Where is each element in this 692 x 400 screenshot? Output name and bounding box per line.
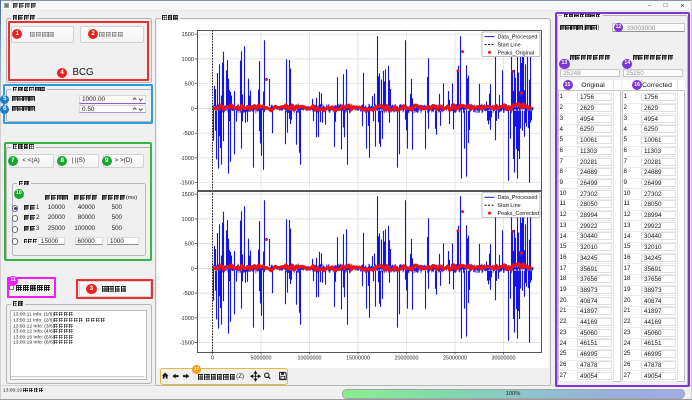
svg-text:-1500: -1500 [180,181,194,187]
svg-text:1000: 1000 [182,217,194,223]
svg-text:-500: -500 [183,131,194,137]
svg-text:1500: 1500 [182,192,194,198]
svg-text:0: 0 [211,356,214,362]
svg-text:Start Line: Start Line [498,42,521,48]
svg-text:10000000: 10000000 [298,356,322,362]
svg-text:25000000: 25000000 [443,356,467,362]
svg-text:0: 0 [191,266,194,272]
svg-text:5000000: 5000000 [251,356,272,362]
svg-text:-1000: -1000 [180,156,194,162]
svg-text:Data_Processed: Data_Processed [498,35,538,41]
svg-text:1000: 1000 [182,57,194,63]
svg-text:30000000: 30000000 [492,356,516,362]
svg-text:500: 500 [185,242,194,248]
svg-text:Peaks_Original: Peaks_Original [498,50,535,56]
svg-text:Peaks_Corrected: Peaks_Corrected [498,211,540,217]
svg-text:-1000: -1000 [180,316,194,322]
svg-text:1500: 1500 [182,32,194,38]
svg-text:20000000: 20000000 [395,356,419,362]
svg-text:Start Line: Start Line [498,203,521,209]
svg-text:0: 0 [191,106,194,112]
svg-text:500: 500 [185,82,194,88]
svg-text:15000000: 15000000 [346,356,370,362]
svg-text:-1500: -1500 [180,341,194,347]
svg-text:-500: -500 [183,291,194,297]
svg-text:Data_Processed: Data_Processed [498,195,538,201]
